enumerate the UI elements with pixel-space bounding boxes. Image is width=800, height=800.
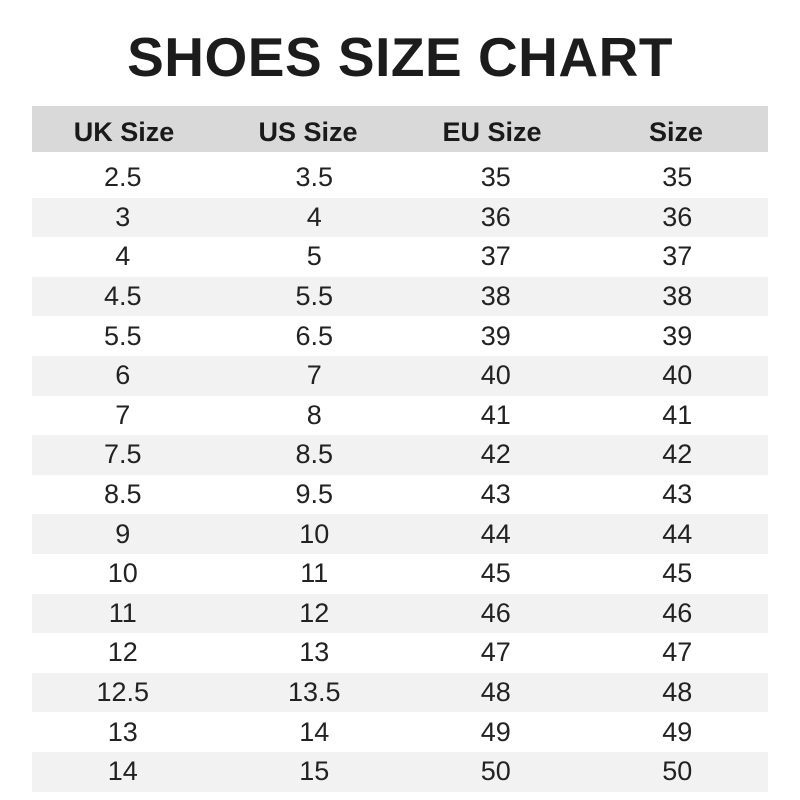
table-row: 10 11 45 45 [32,554,768,594]
uk-size-cell: 8.5 [103,479,142,510]
us-size-cell: 12 [299,597,330,628]
eu-size-cell: 35 [480,162,511,193]
size-cell: 50 [662,756,693,787]
eu-size-cell: 49 [480,716,511,747]
table-row: 14 15 50 50 [32,751,768,792]
header-eu-size: EU Size [442,116,542,147]
eu-size-cell: 48 [480,677,511,708]
header-size: Size [648,116,704,147]
us-size-cell: 15 [299,756,330,787]
eu-size-cell: 39 [480,320,511,351]
eu-size-cell: 45 [480,558,511,589]
eu-size-cell: 42 [480,439,511,470]
us-size-cell: 3.5 [295,162,334,193]
uk-size-cell: 3 [115,201,131,232]
us-size-cell: 11 [300,558,329,589]
uk-size-cell: 7.5 [103,439,142,470]
uk-size-cell: 11 [108,597,137,628]
us-size-cell: 4 [306,201,322,232]
table-row: 5.5 6.5 39 39 [32,316,768,356]
us-size-cell: 7 [306,360,322,391]
eu-size-cell: 44 [480,518,511,549]
size-cell: 49 [662,716,693,747]
size-cell: 40 [662,360,693,391]
eu-size-cell: 37 [480,241,511,272]
uk-size-cell: 4.5 [103,281,142,312]
uk-size-cell: 13 [107,716,138,747]
uk-size-cell: 14 [107,756,138,787]
table-row: 8.5 9.5 43 43 [32,475,768,515]
table-header: UK Size US Size EU Size Size [32,106,768,152]
us-size-cell: 9.5 [295,479,334,510]
size-cell: 47 [662,637,693,668]
uk-size-cell: 9 [115,518,131,549]
size-cell: 44 [662,518,693,549]
us-size-cell: 5.5 [295,281,334,312]
header-uk-size: UK Size [73,116,175,147]
eu-size-cell: 40 [480,360,511,391]
page-title: SHOES SIZE CHART [127,26,673,88]
eu-size-cell: 46 [480,597,511,628]
us-size-cell: 13.5 [287,677,341,708]
uk-size-cell: 7 [115,399,131,430]
table-row: 11 12 46 46 [32,593,768,634]
uk-size-cell: 6 [115,360,131,391]
table-body: 2.5 3.5 35 35 3 4 36 36 4 5 37 37 4.5 5.5 38 38 5.5 6.5 39… [32,158,768,792]
eu-size-cell: 43 [480,479,511,510]
uk-size-cell: 12 [107,637,138,668]
table-row: 4.5 5.5 38 38 [32,276,768,317]
size-cell: 35 [662,162,693,193]
eu-size-cell: 47 [480,637,511,668]
size-cell: 38 [662,281,693,312]
size-cell: 39 [662,320,693,351]
uk-size-cell: 12.5 [96,677,150,708]
us-size-cell: 8.5 [295,439,334,470]
table-row: 9 10 44 44 [32,514,768,554]
size-cell: 36 [662,201,693,232]
eu-size-cell: 38 [480,281,511,312]
us-size-cell: 10 [299,518,330,549]
us-size-cell: 8 [306,399,322,430]
size-cell: 46 [662,597,693,628]
uk-size-cell: 10 [107,558,138,589]
table-row: 13 14 49 49 [32,712,768,752]
table-row: 2.5 3.5 35 35 [32,158,768,198]
us-size-cell: 13 [299,637,330,668]
us-size-cell: 14 [299,716,330,747]
table-row: 3 4 36 36 [32,197,768,238]
size-cell: 41 [662,399,693,430]
header-us-size: US Size [258,116,358,147]
size-cell: 48 [662,677,693,708]
eu-size-cell: 41 [480,399,511,430]
size-cell: 42 [662,439,693,470]
us-size-cell: 6.5 [295,320,334,351]
eu-size-cell: 50 [480,756,511,787]
table-row: 6 7 40 40 [32,355,768,396]
us-size-cell: 5 [306,241,322,272]
uk-size-cell: 2.5 [103,162,142,193]
size-cell: 45 [662,558,693,589]
size-chart-table: UK Size US Size EU Size Size 2.5 3.5 35 35 3… [32,106,768,792]
uk-size-cell: 4 [115,241,131,272]
table-row: 7.5 8.5 42 42 [32,435,768,475]
size-cell: 37 [662,241,693,272]
size-cell: 43 [662,479,693,510]
table-row: 12 13 47 47 [32,633,768,673]
table-row: 7 8 41 41 [32,396,768,436]
uk-size-cell: 5.5 [103,320,142,351]
table-row: 4 5 37 37 [32,237,768,277]
eu-size-cell: 36 [480,201,511,232]
table-row: 12.5 13.5 48 48 [32,672,768,713]
